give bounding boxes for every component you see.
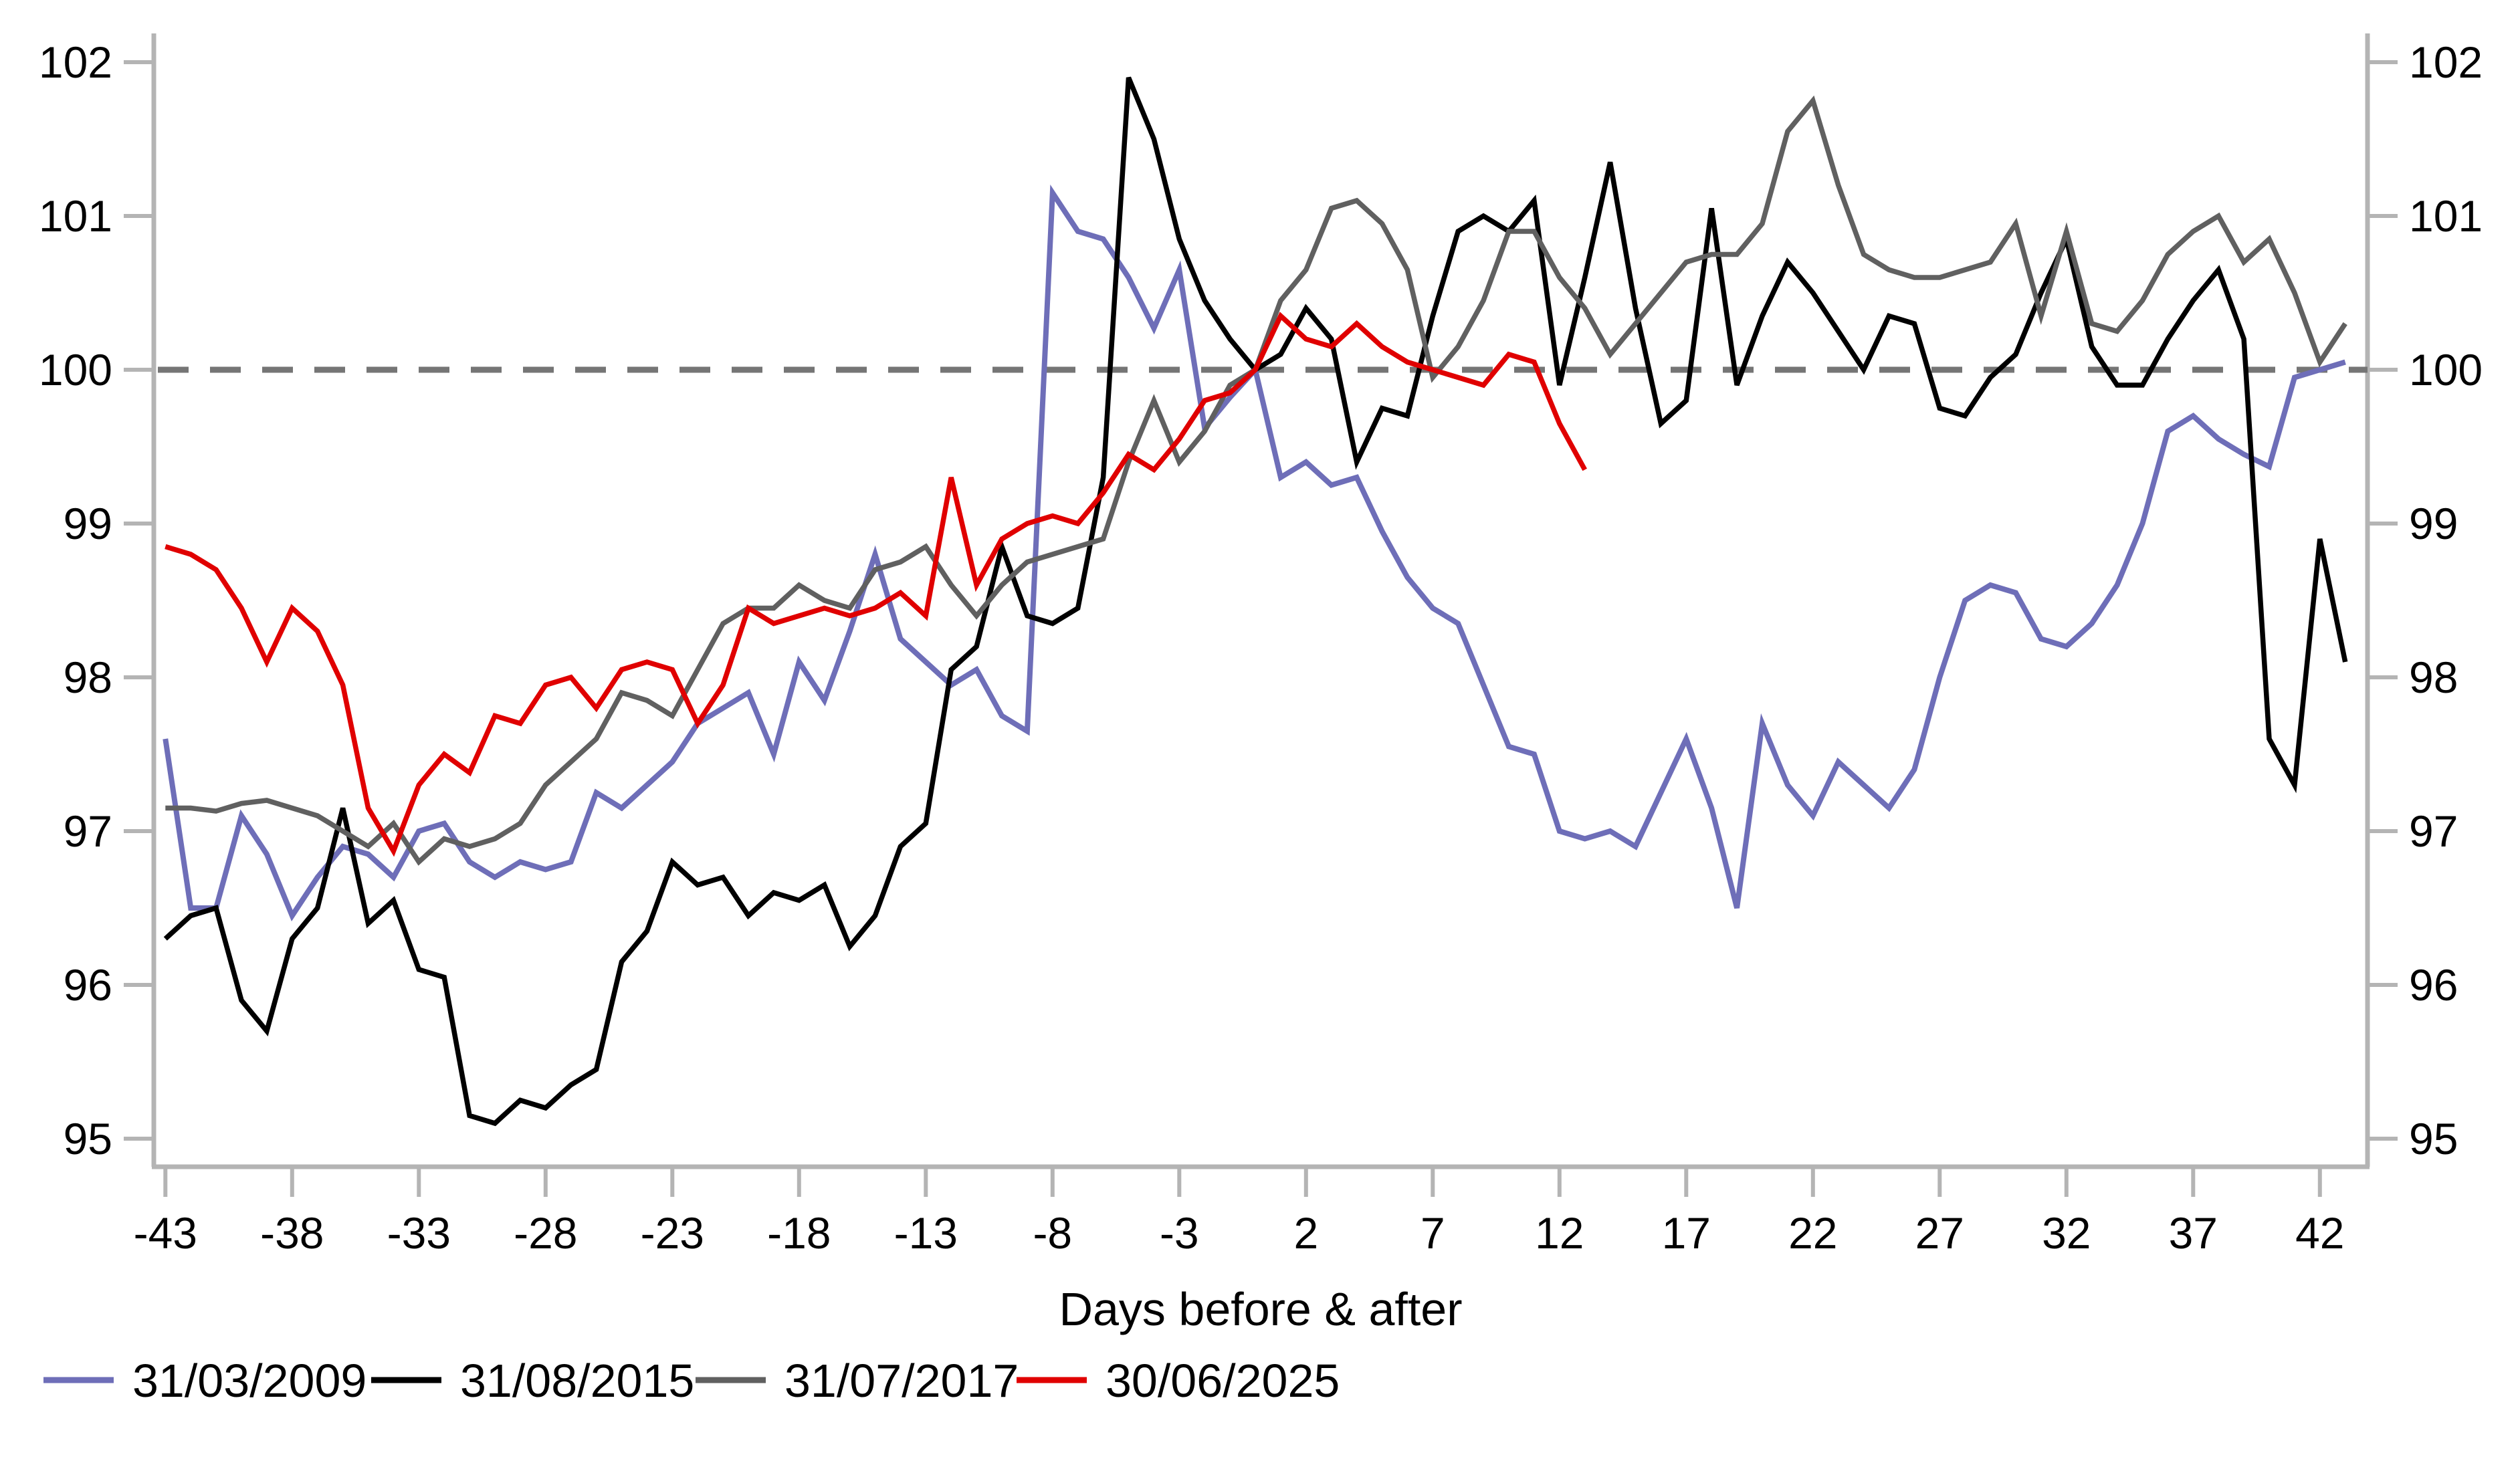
- x-tick-label: 17: [1662, 1208, 1711, 1258]
- x-tick-label: -13: [894, 1208, 958, 1258]
- x-tick-label: -8: [1033, 1208, 1072, 1258]
- legend-item: 31/08/2015: [371, 1355, 694, 1407]
- x-tick-label: -38: [260, 1208, 324, 1258]
- y-tick-label-left: 98: [64, 653, 112, 702]
- y-tick-label-left: 97: [64, 806, 112, 856]
- y-tick-label-right: 102: [2409, 37, 2483, 87]
- x-tick-label: 27: [1915, 1208, 1964, 1258]
- x-tick-label: 7: [1421, 1208, 1445, 1258]
- x-tick-label: 2: [1293, 1208, 1318, 1258]
- x-tick-label: 37: [2169, 1208, 2218, 1258]
- y-tick-label-left: 100: [39, 345, 112, 394]
- x-tick-label: -43: [134, 1208, 197, 1258]
- x-tick-label: -23: [641, 1208, 704, 1258]
- x-tick-label: -18: [767, 1208, 831, 1258]
- legend-item: 31/03/2009: [43, 1355, 366, 1407]
- y-tick-label-right: 99: [2409, 499, 2458, 548]
- series-line-31-07-2017: [165, 95, 2347, 866]
- x-tick-label: 32: [2042, 1208, 2091, 1258]
- y-tick-label-left: 101: [39, 191, 112, 241]
- y-tick-label-right: 98: [2409, 653, 2458, 702]
- y-tick-label-left: 96: [64, 960, 112, 1010]
- legend-label: 31/08/2015: [460, 1355, 694, 1407]
- series-layer: [163, 76, 2348, 1127]
- y-tick-label-right: 95: [2409, 1114, 2458, 1163]
- legend-label: 30/06/2025: [1106, 1355, 1340, 1407]
- y-tick-label-right: 96: [2409, 960, 2458, 1010]
- y-tick-label-left: 102: [39, 37, 112, 87]
- x-tick-label: 22: [1788, 1208, 1837, 1258]
- x-tick-label: -33: [387, 1208, 451, 1258]
- y-tick-label-right: 101: [2409, 191, 2483, 241]
- legend-label: 31/03/2009: [132, 1355, 366, 1407]
- x-tick-label: 42: [2295, 1208, 2344, 1258]
- legend-label: 31/07/2017: [784, 1355, 1019, 1407]
- series-line-31-03-2009: [163, 185, 2346, 922]
- y-tick-label-right: 100: [2409, 345, 2483, 394]
- y-tick-label-left: 99: [64, 499, 112, 548]
- x-tick-label: -28: [514, 1208, 577, 1258]
- x-axis-title: Days before & after: [1059, 1283, 1462, 1335]
- y-tick-label-left: 95: [64, 1114, 112, 1163]
- legend-item: 30/06/2025: [1017, 1355, 1340, 1407]
- axes-layer: [124, 33, 2398, 1197]
- legend: 31/03/2009 31/08/2015 31/07/2017 30/06/2025: [43, 1355, 1340, 1407]
- y-tick-label-right: 97: [2409, 806, 2458, 856]
- series-line-30-06-2025: [165, 312, 1587, 857]
- axis-label-layer: 95 95 96 96 97 97 98 98 99 99 100 100 101 101 102 102 -4…: [39, 37, 2483, 1335]
- x-tick-label: -3: [1160, 1208, 1199, 1258]
- legend-item: 31/07/2017: [696, 1355, 1019, 1407]
- x-tick-label: 12: [1535, 1208, 1584, 1258]
